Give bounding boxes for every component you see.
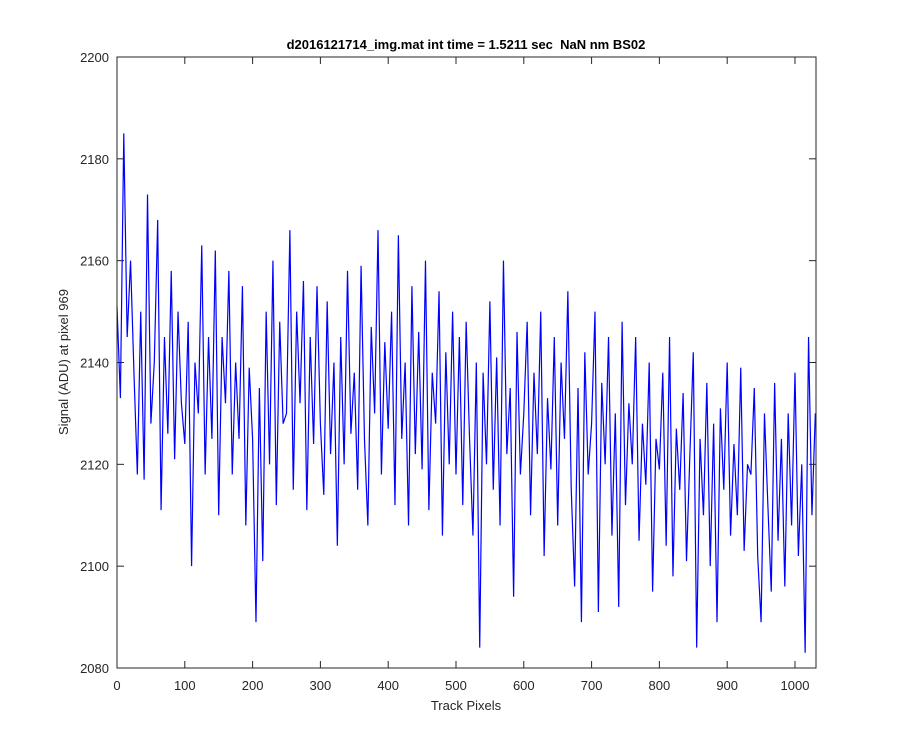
data-line [116,133,816,653]
y-axis-label: Signal (ADU) at pixel 969 [56,289,71,435]
y-tick-label: 2180 [80,152,109,167]
x-axis-label: Track Pixels [431,698,502,713]
x-tick-label: 500 [445,678,467,693]
x-tick-label: 900 [716,678,738,693]
x-tick-label: 700 [581,678,603,693]
x-tick-label: 0 [113,678,120,693]
axes-box [116,56,817,669]
x-tick-label: 300 [310,678,332,693]
y-tick-label: 2100 [80,559,109,574]
x-tick-label: 600 [513,678,535,693]
y-tick-label: 2080 [80,661,109,676]
y-tick-label: 2200 [80,50,109,65]
chart-title: d2016121714_img.mat int time = 1.5211 se… [287,37,646,52]
x-tick-label: 200 [242,678,264,693]
x-tick-label: 100 [174,678,196,693]
x-tick-label: 400 [377,678,399,693]
y-tick-label: 2120 [80,457,109,472]
y-tick-label: 2160 [80,254,109,269]
y-tick-label: 2140 [80,356,109,371]
x-tick-label: 1000 [781,678,810,693]
x-tick-label: 800 [649,678,671,693]
